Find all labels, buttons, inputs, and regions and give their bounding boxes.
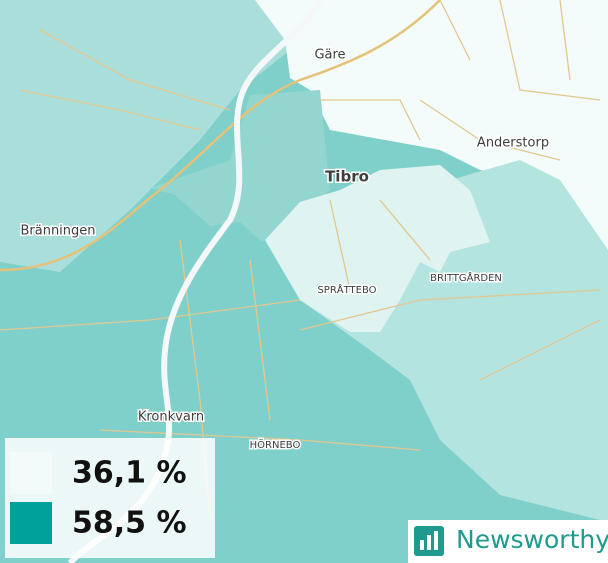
road [0, 0, 441, 272]
legend-swatch [10, 502, 52, 544]
place-label: Anderstorp [477, 136, 549, 151]
place-label: Kronkvarn [138, 410, 204, 425]
logo-icon-bar [434, 531, 438, 550]
legend-label: 58,5 % [72, 506, 187, 541]
logo-icon-bar [420, 540, 424, 550]
logo-text: Newsworthy [456, 525, 608, 554]
place-label: Tibro [325, 168, 369, 186]
place-label: BRITTGÅRDEN [430, 271, 502, 284]
place-label: Bränningen [20, 224, 95, 239]
region [0, 0, 290, 272]
region [265, 165, 490, 332]
place-label: HÖRNEBO [250, 438, 301, 451]
legend-swatch [10, 452, 52, 494]
legend-label: 36,1 % [72, 456, 187, 491]
place-label: SPRÅTTEBO [317, 283, 376, 296]
road [0, 0, 601, 521]
place-labels: Gäre Anderstorp Tibro Bränningen SPRÅTTEBO BR… [19, 46, 551, 453]
place-label: Gäre [314, 48, 345, 63]
legend: 36,1 % 58,5 % [10, 452, 187, 544]
logo-icon-bar [427, 535, 431, 550]
